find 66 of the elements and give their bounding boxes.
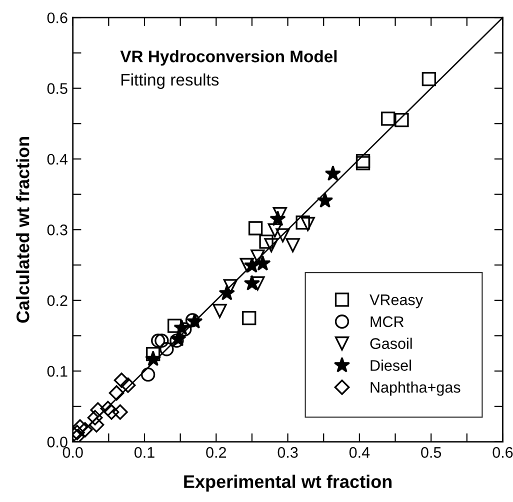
annotation: Fitting results: [122, 73, 219, 89]
x-tick-label: 0.4: [349, 447, 370, 458]
legend-label: VReasy: [370, 294, 423, 308]
point: [286, 238, 300, 252]
x-tick-label: 0.3: [278, 447, 298, 458]
point: [394, 113, 409, 128]
point: [381, 112, 396, 126]
y-tick-label: 0.0: [47, 436, 68, 448]
point: [72, 419, 88, 435]
y-tick-label: 0.2: [47, 295, 68, 306]
annotation: VR Hydroconversion Model: [120, 50, 337, 66]
point: [90, 402, 106, 418]
point: [168, 318, 182, 333]
y-tick-label: 0.6: [47, 12, 68, 24]
legend-label: Diesel: [370, 360, 411, 371]
point: [250, 276, 265, 290]
point: [88, 417, 104, 433]
x-tick-label: 0.1: [134, 447, 154, 458]
x-tick-label: 0.5: [421, 447, 442, 458]
point: [240, 258, 254, 272]
x-tick-label: 0.0: [62, 447, 83, 458]
point: [244, 274, 260, 290]
point: [268, 223, 282, 238]
point: [174, 319, 190, 335]
point: [114, 372, 130, 388]
point: [151, 334, 166, 348]
point: [422, 72, 436, 86]
point: [316, 192, 334, 208]
y-tick-label: 0.4: [47, 154, 68, 165]
point: [154, 334, 169, 348]
point: [212, 304, 227, 318]
legend-label: MCR: [370, 316, 404, 328]
point: [270, 210, 286, 226]
y-tick-label: 0.3: [47, 224, 68, 236]
point: [248, 221, 263, 236]
point: [259, 234, 274, 249]
point: [108, 385, 124, 401]
point: [144, 350, 162, 366]
point: [218, 284, 235, 300]
legend-label: Naphtha+gas: [370, 382, 460, 396]
y-axis-title: Calculated wt fraction: [16, 136, 30, 323]
point: [276, 228, 290, 242]
point: [100, 400, 116, 416]
point: [146, 347, 160, 362]
y-tick-label: 0.5: [47, 83, 68, 94]
x-tick-label: 0.6: [492, 447, 513, 458]
point: [104, 404, 120, 420]
point: [77, 422, 93, 438]
point: [244, 257, 260, 273]
point: [112, 404, 128, 420]
point: [296, 216, 310, 230]
point: [300, 216, 315, 232]
point: [242, 310, 256, 326]
point: [254, 255, 271, 271]
y-tick-label: 0.1: [47, 366, 68, 377]
x-tick-label: 0.2: [206, 447, 226, 458]
point: [186, 313, 203, 329]
point: [264, 238, 278, 252]
point: [324, 165, 342, 181]
point: [120, 377, 136, 393]
point: [160, 342, 174, 356]
point: [170, 330, 186, 346]
point: [140, 368, 156, 382]
point: [87, 410, 103, 426]
legend-label: Gasoil: [370, 338, 412, 349]
x-axis-title: Experimental wt fraction: [184, 474, 392, 492]
